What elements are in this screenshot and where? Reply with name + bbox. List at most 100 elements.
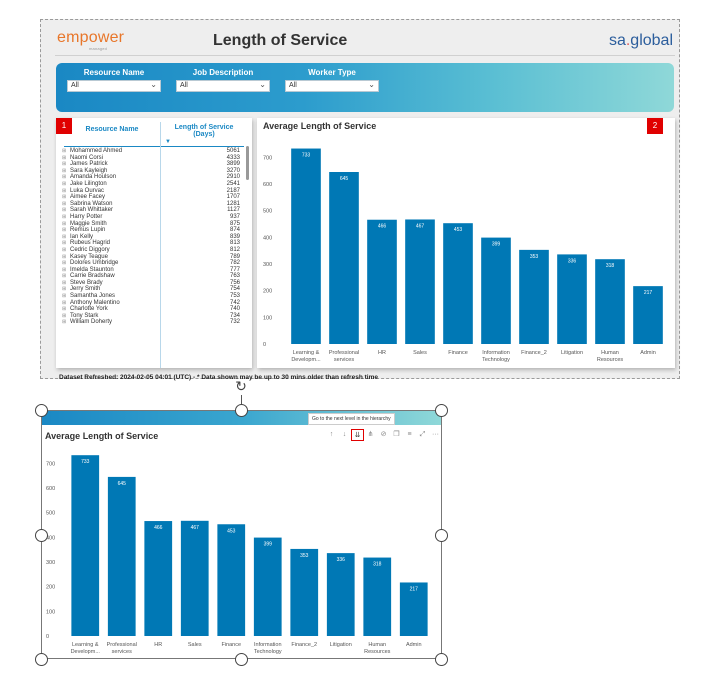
selected-chart-visual[interactable]: Go to the next level in the hierarchy ↑ ↓… [41, 410, 442, 659]
expand-icon[interactable]: ⊞ [62, 312, 67, 319]
copy-icon[interactable]: ❐ [393, 431, 400, 438]
resize-handle-bottom[interactable] [235, 653, 248, 666]
table-row[interactable]: ⊞ Mohammed Ahmed 5061 [62, 148, 244, 155]
expand-icon[interactable]: ⊞ [62, 273, 67, 280]
rotate-handle-icon[interactable]: ↻ [235, 378, 247, 394]
table-row[interactable]: ⊞ Naomi Corsi 4333 [62, 155, 244, 162]
table-row[interactable]: ⊞ Sabrina Watson 1281 [62, 201, 244, 208]
table-row[interactable]: ⊞ Imelda Staunton 777 [62, 267, 244, 274]
table-row[interactable]: ⊞ Amanda Houlson 2910 [62, 174, 244, 181]
worker-type-dropdown[interactable]: All ⌄ [285, 80, 379, 92]
column-header-length-of-service[interactable]: Length of Service (Days) [174, 124, 234, 138]
bar[interactable] [144, 521, 173, 636]
table-row[interactable]: ⊞ Anthony Malentino 742 [62, 300, 244, 307]
expand-icon[interactable]: ⊞ [62, 319, 67, 326]
drill-down-icon[interactable]: ↓ [342, 431, 347, 438]
expand-icon[interactable]: ⊞ [62, 187, 67, 194]
expand-icon[interactable]: ⊞ [62, 194, 67, 201]
expand-icon[interactable]: ⊞ [62, 233, 67, 240]
table-row[interactable]: ⊞ Maggie Smith 875 [62, 221, 244, 228]
chart-card-top[interactable]: Average Length of Service 0 100 200 300 400 5… [257, 118, 675, 368]
expand-icon[interactable]: ⊞ [62, 213, 67, 220]
table-row[interactable]: ⊞ Kasey Teague 789 [62, 254, 244, 261]
table-row[interactable]: ⊞ Tony Stark 734 [62, 313, 244, 320]
resize-handle-bottom-right[interactable] [435, 653, 448, 666]
table-row[interactable]: ⊞ Samantha Jones 753 [62, 293, 244, 300]
focus-mode-icon[interactable]: ⤢ [419, 431, 426, 438]
table-row[interactable]: ⊞ Harry Potter 937 [62, 214, 244, 221]
bar[interactable] [519, 249, 549, 344]
resize-handle-right[interactable] [435, 529, 448, 542]
expand-icon[interactable]: ⊞ [62, 161, 67, 168]
job-description-dropdown[interactable]: All ⌄ [176, 80, 270, 92]
bar[interactable] [180, 520, 209, 636]
resize-handle-top-left[interactable] [35, 404, 48, 417]
table-row[interactable]: ⊞ Dolores Umbridge 782 [62, 260, 244, 267]
next-level-icon[interactable]: ⇊ [351, 429, 364, 441]
resize-handle-top[interactable] [235, 404, 248, 417]
bar[interactable] [557, 254, 587, 344]
bar[interactable] [290, 548, 319, 636]
expand-icon[interactable]: ⊞ [62, 246, 67, 253]
expand-icon[interactable]: ⊞ [62, 240, 67, 247]
bar[interactable] [481, 237, 511, 344]
sort-desc-icon[interactable]: ▼ [165, 139, 171, 145]
bar[interactable] [595, 259, 625, 344]
table-row[interactable]: ⊞ Luka Ourvac 2187 [62, 188, 244, 195]
table-row[interactable]: ⊞ Sarah Whittaker 1127 [62, 207, 244, 214]
bar[interactable] [71, 455, 100, 636]
table-row[interactable]: ⊞ Jake Lilington 2541 [62, 181, 244, 188]
table-row[interactable]: ⊞ Carrie Bradshaw 763 [62, 273, 244, 280]
table-row[interactable]: ⊞ Jerry Smith 754 [62, 286, 244, 293]
table-row[interactable]: ⊞ Aimee Facey 1707 [62, 194, 244, 201]
expand-hierarchy-icon[interactable]: ⋔ [367, 431, 374, 438]
expand-icon[interactable]: ⊞ [62, 286, 67, 293]
table-row[interactable]: ⊞ Rubeus Hagrid 813 [62, 240, 244, 247]
bar[interactable] [443, 223, 473, 344]
bar[interactable] [405, 219, 435, 344]
resource-name-dropdown[interactable]: All ⌄ [67, 80, 161, 92]
bar[interactable] [107, 476, 136, 636]
more-options-icon[interactable]: ··· [432, 431, 439, 438]
table-row[interactable]: ⊞ James Patrick 3899 [62, 161, 244, 168]
expand-icon[interactable]: ⊞ [62, 253, 67, 260]
bar[interactable] [367, 219, 397, 344]
table-row[interactable]: ⊞ Cedric Diggory 812 [62, 247, 244, 254]
table-scrollbar[interactable] [246, 146, 249, 180]
bar[interactable] [399, 582, 428, 636]
table-row[interactable]: ⊞ Steve Brady 756 [62, 280, 244, 287]
expand-icon[interactable]: ⊞ [62, 299, 67, 306]
expand-icon[interactable]: ⊞ [62, 260, 67, 267]
bar[interactable] [329, 172, 359, 344]
table-row[interactable]: ⊞ Charlotte York 740 [62, 306, 244, 313]
table-row[interactable]: ⊞ William Doherty 732 [62, 319, 244, 326]
expand-icon[interactable]: ⊞ [62, 293, 67, 300]
bar[interactable] [363, 557, 392, 636]
column-header-resource-name[interactable]: Resource Name [85, 126, 139, 133]
bar[interactable] [633, 286, 663, 344]
expand-icon[interactable]: ⊞ [62, 227, 67, 234]
bar[interactable] [326, 553, 355, 636]
drill-up-icon[interactable]: ↑ [329, 431, 334, 438]
expand-icon[interactable]: ⊞ [62, 174, 67, 181]
bar[interactable] [217, 524, 246, 636]
table-row[interactable]: ⊞ Sara Kayleigh 3270 [62, 168, 244, 175]
expand-icon[interactable]: ⊞ [62, 200, 67, 207]
expand-icon[interactable]: ⊞ [62, 220, 67, 227]
table-row[interactable]: ⊞ Ian Kelly 839 [62, 234, 244, 241]
expand-icon[interactable]: ⊞ [62, 207, 67, 214]
table-row[interactable]: ⊞ Remus Lupin 874 [62, 227, 244, 234]
expand-icon[interactable]: ⊞ [62, 180, 67, 187]
resize-handle-top-right[interactable] [435, 404, 448, 417]
expand-icon[interactable]: ⊞ [62, 306, 67, 313]
expand-icon[interactable]: ⊞ [62, 154, 67, 161]
resize-handle-bottom-left[interactable] [35, 653, 48, 666]
expand-icon[interactable]: ⊞ [62, 279, 67, 286]
expand-icon[interactable]: ⊞ [62, 167, 67, 174]
pin-icon[interactable]: ⊘ [380, 431, 387, 438]
filter-icon[interactable]: ≡ [407, 431, 412, 438]
bar[interactable] [253, 537, 282, 636]
bar[interactable] [291, 148, 321, 344]
expand-icon[interactable]: ⊞ [62, 266, 67, 273]
expand-icon[interactable]: ⊞ [62, 148, 67, 154]
